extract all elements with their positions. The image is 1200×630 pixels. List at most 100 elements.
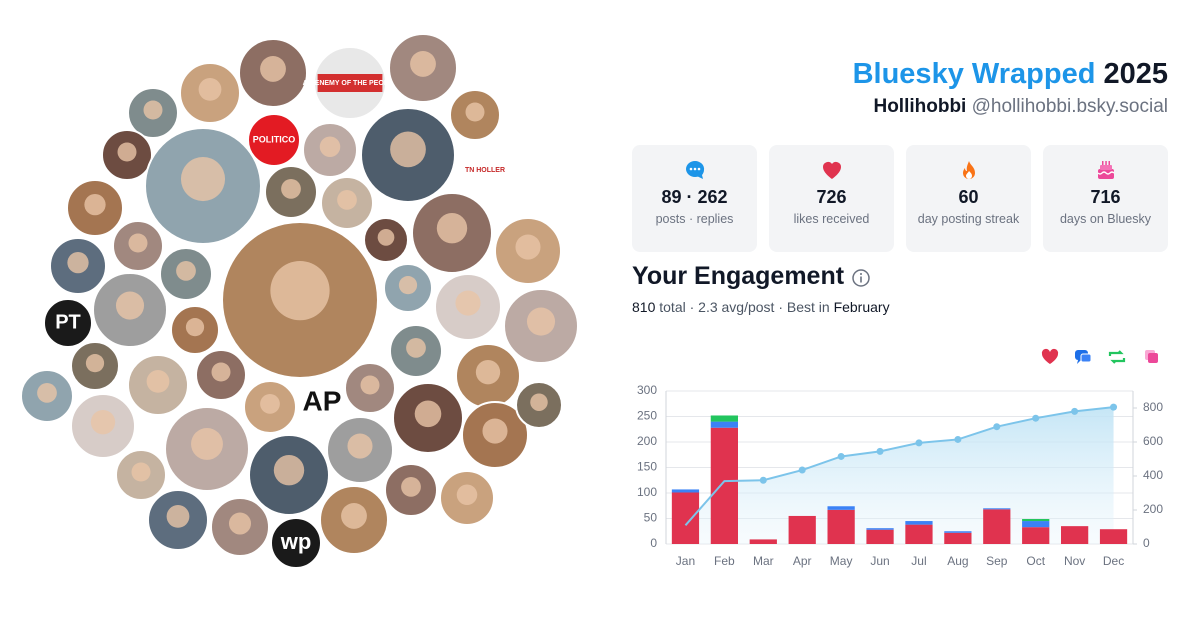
bar-segment (983, 508, 1011, 510)
avatar-face (273, 455, 305, 486)
avatar-face (146, 370, 170, 393)
avatar-face (406, 338, 426, 358)
avatar-face (211, 362, 231, 382)
y2-tick-label: 0 (1143, 536, 1150, 550)
avatar-face (377, 229, 395, 246)
avatar-face (401, 477, 421, 497)
y-tick-label: 150 (637, 460, 657, 474)
engagement-summary: 810 total · 2.3 avg/post · Best in Febru… (632, 299, 890, 315)
bar-segment (983, 509, 1011, 544)
bar-segment (710, 415, 738, 422)
x-tick-label: Apr (793, 554, 812, 568)
bar-segment (866, 528, 894, 530)
stat-value: 89 · 262 (661, 187, 728, 207)
bar-segment (671, 492, 700, 544)
avatar-face (398, 276, 418, 295)
avatar-face (117, 142, 137, 162)
line-point (1110, 403, 1118, 411)
x-tick-label: Dec (1103, 554, 1124, 568)
avatar-face (360, 375, 380, 395)
legend-reposts[interactable] (1108, 350, 1126, 364)
avatar-cloud: AN ENEMY OF THE PEOPLE POLITICO TN HOLLER P… (20, 33, 579, 569)
avatar-face (143, 100, 163, 120)
bar-segment (944, 532, 972, 544)
avatar-face (198, 78, 222, 101)
line-point (993, 423, 1001, 431)
x-tick-label: May (830, 554, 853, 568)
x-tick-label: Sep (986, 554, 1008, 568)
info-icon[interactable] (851, 268, 871, 288)
y2-tick-label: 200 (1143, 502, 1163, 516)
x-tick-label: Aug (947, 554, 968, 568)
stat-card: 726 likes received (769, 145, 894, 252)
avatar-face (166, 505, 190, 528)
bar-segment (710, 421, 738, 428)
icon-likes (822, 162, 841, 179)
user: Hollihobbi @hollihobbi.bsky.social (873, 96, 1168, 118)
stat-value: 716 (1090, 187, 1121, 207)
stat-label: likes received (793, 212, 870, 226)
avatar-face (131, 462, 151, 482)
avatar-face (337, 190, 357, 210)
avatar-face (85, 354, 105, 373)
avatar-face (515, 234, 541, 260)
avatar (463, 148, 507, 192)
avatar-face (465, 102, 485, 122)
bar-segment (1061, 526, 1089, 544)
legend-quotes[interactable] (1145, 350, 1158, 363)
bar-segment (1022, 519, 1050, 522)
line-point (954, 435, 962, 443)
y-tick-label: 300 (637, 383, 657, 397)
avatar-face (67, 252, 89, 274)
stat-value: 60 (958, 187, 979, 207)
y2-tick-label: 800 (1143, 400, 1163, 414)
avatar-logo: POLITICO (253, 134, 296, 144)
avatar-face (176, 261, 196, 281)
x-tick-label: Jul (911, 554, 926, 568)
avatar-face (228, 512, 252, 535)
stat-label: posts · replies (655, 212, 734, 226)
avatar (43, 298, 93, 348)
stat-card: 60 day posting streak (906, 145, 1031, 252)
avatar-face (475, 360, 501, 385)
section-title: Your Engagement (632, 262, 845, 290)
avatar-logo: TN HOLLER (465, 167, 505, 174)
avatar-face (180, 157, 226, 202)
avatar-face (191, 428, 223, 460)
summary: total · 2.3 avg/post · Best in (659, 299, 830, 315)
avatar (298, 379, 346, 427)
y-tick-label: 100 (637, 485, 657, 499)
bar-segment (827, 509, 855, 544)
avatar-face (37, 383, 57, 403)
x-tick-label: Mar (753, 554, 774, 568)
logo-band (317, 74, 383, 92)
stat-value: 726 (816, 187, 847, 207)
icon-days (1097, 161, 1114, 179)
avatar-face (455, 290, 481, 316)
y-tick-label: 200 (637, 434, 657, 448)
legend (1041, 348, 1158, 364)
avatar-face (456, 484, 478, 506)
bar-segment (1022, 521, 1050, 528)
avatar-face (341, 502, 367, 529)
line-point (876, 447, 884, 455)
x-tick-label: Jan (676, 554, 695, 568)
legend-likes[interactable] (1041, 348, 1059, 364)
bar-segment (710, 427, 738, 544)
avatar-face (410, 51, 436, 77)
avatar-face (185, 318, 205, 337)
legend-replies[interactable] (1075, 350, 1092, 364)
line-point (759, 476, 767, 484)
avatar-logo: AN ENEMY OF THE PEOPLE (303, 80, 398, 87)
avatar-face (347, 433, 373, 459)
avatar-face (270, 261, 330, 321)
bar-segment (788, 515, 816, 544)
best-month: February (833, 299, 890, 315)
bar-segment (866, 529, 894, 544)
y2-tick-label: 600 (1143, 434, 1163, 448)
avatar-face (390, 131, 426, 168)
x-tick-label: Oct (1026, 554, 1045, 568)
avatar-face (115, 291, 145, 320)
line (684, 406, 1114, 526)
avatar-face (84, 194, 106, 216)
